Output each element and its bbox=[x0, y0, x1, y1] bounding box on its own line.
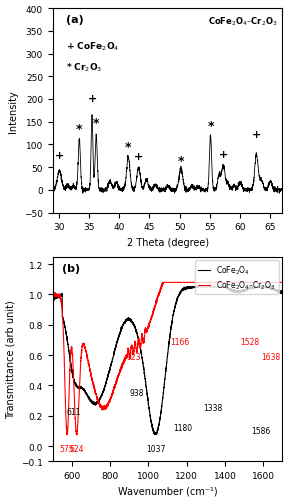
CoFe$_2$O$_4$ bbox=[77, 384, 81, 390]
Text: 1166: 1166 bbox=[170, 337, 190, 346]
CoFe$_2$O$_4$ bbox=[276, 289, 280, 295]
Text: 1638: 1638 bbox=[261, 352, 280, 361]
Text: 611: 611 bbox=[67, 407, 81, 416]
CoFe$_2$O$_4$–Cr$_2$O$_3$ bbox=[281, 280, 284, 286]
Line: CoFe$_2$O$_4$–Cr$_2$O$_3$: CoFe$_2$O$_4$–Cr$_2$O$_3$ bbox=[53, 283, 283, 435]
CoFe$_2$O$_4$ bbox=[139, 347, 143, 353]
CoFe$_2$O$_4$ bbox=[51, 297, 54, 303]
Text: 1338: 1338 bbox=[204, 403, 223, 412]
CoFe$_2$O$_4$–Cr$_2$O$_3$ bbox=[77, 396, 81, 402]
Text: *: * bbox=[76, 123, 83, 136]
Text: +: + bbox=[134, 151, 143, 161]
CoFe$_2$O$_4$ bbox=[252, 285, 255, 291]
CoFe$_2$O$_4$ bbox=[149, 417, 152, 423]
CoFe$_2$O$_4$–Cr$_2$O$_3$ bbox=[139, 342, 143, 348]
Text: *: * bbox=[178, 154, 184, 167]
CoFe$_2$O$_4$ bbox=[91, 400, 94, 406]
CoFe$_2$O$_4$–Cr$_2$O$_3$ bbox=[149, 317, 153, 323]
CoFe$_2$O$_4$–Cr$_2$O$_3$ bbox=[252, 280, 255, 286]
Text: CoFe$_2$O$_4$–Cr$_2$O$_3$: CoFe$_2$O$_4$–Cr$_2$O$_3$ bbox=[208, 15, 278, 28]
Text: +: + bbox=[55, 151, 64, 160]
Y-axis label: Intensity: Intensity bbox=[8, 90, 18, 132]
Text: *: * bbox=[207, 119, 214, 132]
Text: *: * bbox=[125, 140, 132, 153]
Text: +: + bbox=[219, 150, 228, 160]
CoFe$_2$O$_4$ bbox=[182, 285, 186, 291]
CoFe$_2$O$_4$–Cr$_2$O$_3$ bbox=[91, 380, 94, 386]
Text: * Cr$_2$O$_3$: * Cr$_2$O$_3$ bbox=[67, 61, 103, 74]
Text: 624: 624 bbox=[69, 444, 84, 453]
Text: 1037: 1037 bbox=[146, 444, 165, 453]
Text: 1528: 1528 bbox=[240, 337, 259, 346]
Text: 575: 575 bbox=[60, 444, 74, 453]
Line: CoFe$_2$O$_4$: CoFe$_2$O$_4$ bbox=[53, 288, 283, 435]
Text: +: + bbox=[252, 130, 261, 140]
Text: (b): (b) bbox=[62, 263, 80, 273]
CoFe$_2$O$_4$ bbox=[281, 291, 284, 297]
CoFe$_2$O$_4$–Cr$_2$O$_3$ bbox=[276, 280, 280, 286]
CoFe$_2$O$_4$–Cr$_2$O$_3$ bbox=[161, 280, 165, 286]
X-axis label: 2 Theta (degree): 2 Theta (degree) bbox=[126, 237, 209, 247]
Text: *: * bbox=[93, 117, 99, 130]
Text: 938: 938 bbox=[129, 389, 144, 398]
Legend: CoFe$_2$O$_4$, CoFe$_2$O$_4$–Cr$_2$O$_3$: CoFe$_2$O$_4$, CoFe$_2$O$_4$–Cr$_2$O$_3$ bbox=[195, 261, 278, 294]
Text: 1586: 1586 bbox=[251, 426, 270, 435]
Y-axis label: Transmittance (arb unit): Transmittance (arb unit) bbox=[5, 300, 16, 418]
CoFe$_2$O$_4$–Cr$_2$O$_3$ bbox=[51, 293, 54, 299]
Text: + CoFe$_2$O$_4$: + CoFe$_2$O$_4$ bbox=[67, 41, 120, 54]
Text: 1180: 1180 bbox=[173, 423, 192, 432]
X-axis label: Wavenumber (cm⁻¹): Wavenumber (cm⁻¹) bbox=[118, 485, 217, 495]
Text: +: + bbox=[87, 94, 97, 104]
CoFe$_2$O$_4$–Cr$_2$O$_3$ bbox=[75, 432, 78, 438]
CoFe$_2$O$_4$ bbox=[153, 432, 157, 438]
Text: (a): (a) bbox=[67, 15, 84, 25]
Text: 923: 923 bbox=[126, 352, 141, 361]
